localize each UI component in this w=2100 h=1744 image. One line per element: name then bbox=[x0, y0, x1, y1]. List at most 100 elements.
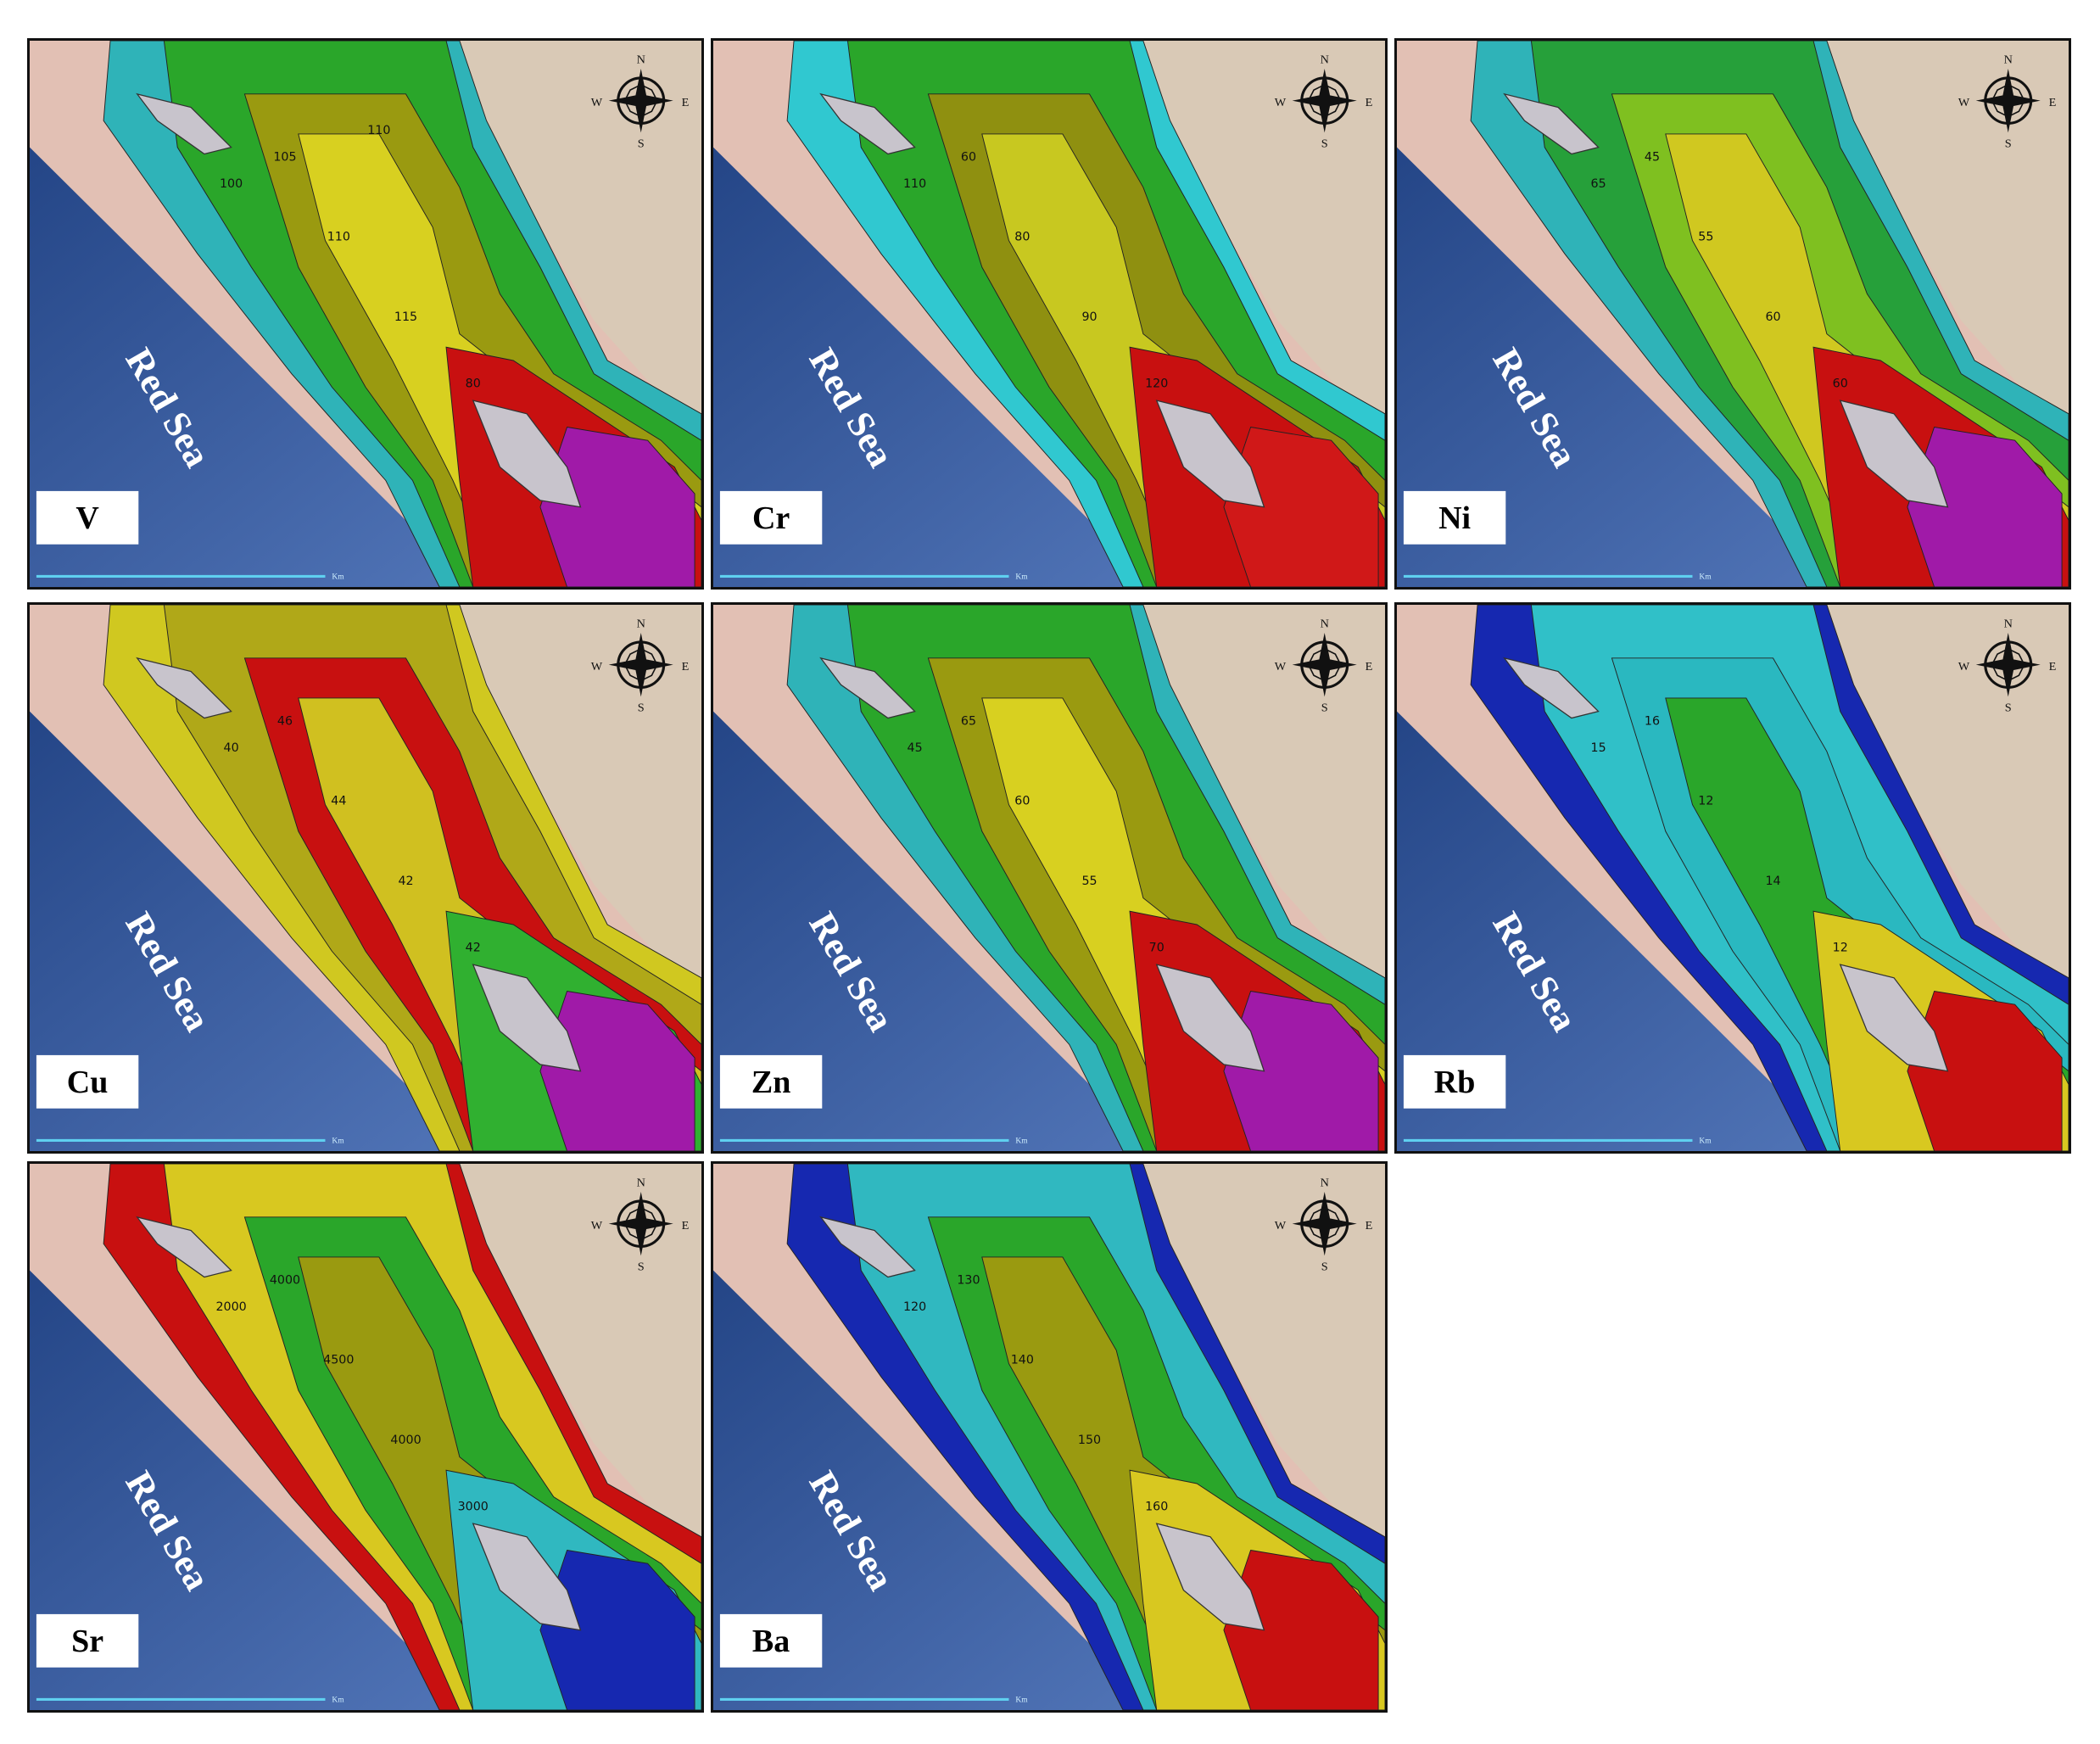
contour-label: 55 bbox=[1081, 875, 1097, 888]
compass: N S W E bbox=[1958, 53, 2057, 151]
element-label-box bbox=[719, 490, 823, 545]
mountains bbox=[433, 605, 701, 1005]
compass: N S W E bbox=[591, 618, 690, 715]
element-label: Zn bbox=[751, 1065, 790, 1100]
compass-w: W bbox=[591, 1219, 603, 1233]
element-label: V bbox=[75, 500, 98, 536]
map-panel: 4000 4500 4000 2000 3000 Red Sea N S W E Km Sr bbox=[27, 1161, 704, 1713]
contour-label: 42 bbox=[398, 875, 413, 888]
compass-s: S bbox=[1321, 702, 1328, 715]
compass-star bbox=[608, 632, 673, 697]
map-panel: 46 44 42 40 42 Red Sea N S W E Km Cu bbox=[27, 602, 704, 1154]
compass-e: E bbox=[2049, 660, 2057, 674]
compass-e: E bbox=[1366, 1219, 1373, 1233]
contour-label: 42 bbox=[466, 941, 481, 954]
compass-star bbox=[1292, 632, 1357, 697]
compass: N S W E bbox=[1275, 618, 1373, 715]
contour-label: 115 bbox=[394, 310, 417, 324]
island bbox=[472, 964, 582, 1072]
contour-label: 110 bbox=[903, 177, 926, 191]
element-label-box bbox=[36, 1054, 139, 1109]
mountains bbox=[1116, 605, 1385, 1005]
contour-label: 110 bbox=[327, 231, 350, 244]
compass-n: N bbox=[1321, 53, 1329, 67]
compass-star bbox=[608, 1191, 673, 1256]
compass-w: W bbox=[591, 96, 603, 109]
compass-star bbox=[1975, 68, 2041, 133]
contour-label: 140 bbox=[1011, 1354, 1034, 1367]
island bbox=[136, 92, 232, 155]
contour-label: 4500 bbox=[323, 1354, 354, 1367]
mountains bbox=[1800, 41, 2069, 441]
compass-s: S bbox=[1321, 137, 1328, 151]
compass-star bbox=[1307, 83, 1342, 118]
island bbox=[1155, 1523, 1265, 1631]
compass: N S W E bbox=[1275, 53, 1373, 151]
contour-label: 2000 bbox=[215, 1300, 246, 1314]
element-label: Rb bbox=[1434, 1065, 1476, 1100]
contour-label: 120 bbox=[1145, 377, 1168, 390]
contour-label: 16 bbox=[1645, 714, 1660, 728]
mountains bbox=[1116, 41, 1385, 441]
compass-star bbox=[1307, 647, 1342, 682]
compass-e: E bbox=[1366, 660, 1373, 674]
compass-n: N bbox=[2004, 618, 2013, 631]
contour-band bbox=[539, 426, 695, 587]
contour-label: 70 bbox=[1149, 941, 1164, 954]
compass-n: N bbox=[2004, 53, 2013, 67]
contour-band bbox=[1223, 426, 1379, 587]
contour-label: 46 bbox=[277, 714, 293, 728]
contour-label: 55 bbox=[1698, 231, 1713, 244]
element-label: Ba bbox=[752, 1624, 790, 1659]
contour-band bbox=[1907, 426, 2063, 587]
scale-unit: Km bbox=[332, 573, 344, 582]
contour-label: 60 bbox=[1765, 310, 1780, 324]
contour-label: 110 bbox=[367, 124, 390, 137]
map-panel: 130 140 150 120 160 Red Sea N S W E Km Ba bbox=[711, 1161, 1388, 1713]
element-label-box bbox=[1403, 1054, 1506, 1109]
compass-star bbox=[1292, 1191, 1357, 1256]
compass-star bbox=[1292, 68, 1357, 133]
island bbox=[1155, 400, 1265, 508]
contour-label: 100 bbox=[220, 177, 243, 191]
mountains bbox=[1116, 1164, 1385, 1564]
contour-band bbox=[1223, 1549, 1379, 1710]
map-panel: 16 12 14 15 12 Red Sea N S W E Km Rb bbox=[1394, 602, 2071, 1154]
scale-unit: Km bbox=[1015, 1138, 1028, 1146]
map-panel: 45 55 60 65 60 Red Sea N S W E Km Ni bbox=[1394, 38, 2071, 590]
map-panel: 105 110 115 100 80 110 Red Sea N S W E Km V bbox=[27, 38, 704, 590]
island bbox=[1155, 964, 1265, 1072]
mountains bbox=[1800, 605, 2069, 1005]
contour-label: 120 bbox=[903, 1300, 926, 1314]
island bbox=[472, 1523, 582, 1631]
contour-label: 65 bbox=[1591, 177, 1606, 191]
compass-star bbox=[1975, 632, 2041, 697]
mountains bbox=[433, 41, 701, 441]
island bbox=[819, 92, 916, 155]
compass-star bbox=[623, 1206, 658, 1241]
contour-label: 45 bbox=[1645, 150, 1660, 164]
compass-s: S bbox=[638, 702, 645, 715]
contour-label: 14 bbox=[1765, 875, 1780, 888]
compass-star bbox=[623, 83, 658, 118]
element-label-box bbox=[1403, 490, 1506, 545]
contour-label: 150 bbox=[1078, 1434, 1101, 1447]
compass: N S W E bbox=[1275, 1177, 1373, 1274]
compass-s: S bbox=[638, 137, 645, 151]
compass-e: E bbox=[682, 96, 690, 109]
map-panel: 65 60 55 45 70 Red Sea N S W E Km Zn bbox=[711, 602, 1388, 1154]
compass-n: N bbox=[1321, 1177, 1329, 1190]
compass-w: W bbox=[1958, 660, 1970, 674]
compass-s: S bbox=[2005, 702, 2012, 715]
map-panel: 60 80 90 110 120 Red Sea N S W E Km Cr bbox=[711, 38, 1388, 590]
scale-unit: Km bbox=[1699, 573, 1712, 582]
compass-e: E bbox=[1366, 96, 1373, 109]
compass-s: S bbox=[638, 1260, 645, 1274]
contour-label: 3000 bbox=[458, 1500, 489, 1513]
compass-s: S bbox=[1321, 1260, 1328, 1274]
element-label-box bbox=[36, 490, 139, 545]
contour-label: 60 bbox=[1014, 795, 1030, 808]
